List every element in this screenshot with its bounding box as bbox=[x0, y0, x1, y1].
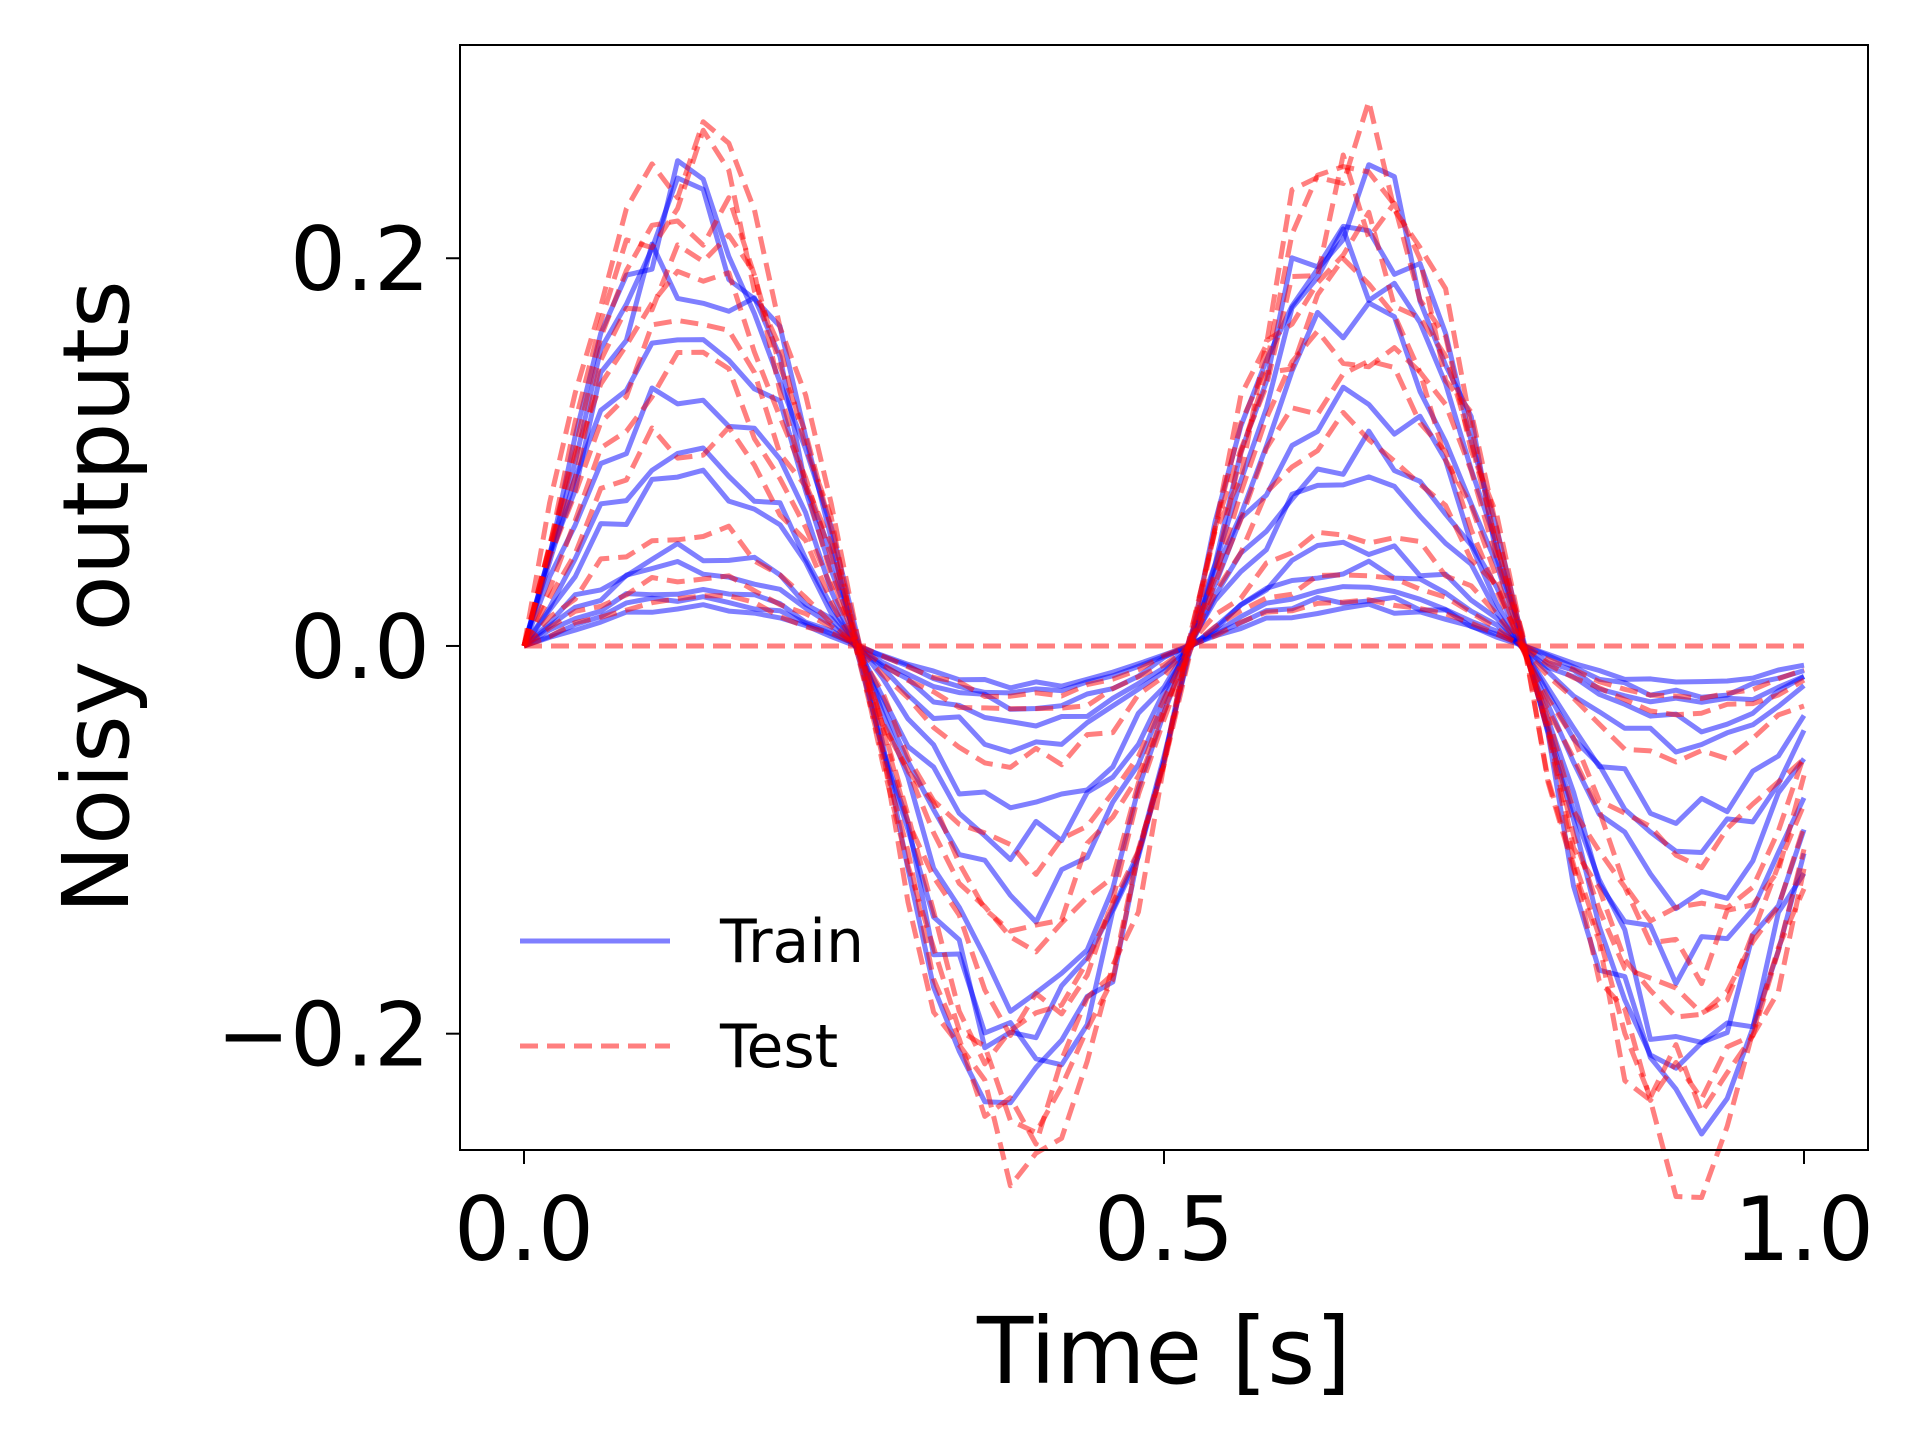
y-axis-label: Noisy outputs bbox=[43, 280, 150, 914]
y-tick-label: 0.0 bbox=[290, 596, 430, 699]
legend-test-label: Test bbox=[719, 1012, 838, 1082]
test-series-line bbox=[523, 593, 1805, 701]
x-axis: 0.0 0.5 1.0 bbox=[454, 1150, 1874, 1281]
x-axis-label: Time [s] bbox=[976, 1298, 1351, 1405]
train-series-line bbox=[521, 428, 1807, 863]
test-series-line bbox=[521, 98, 1807, 1200]
test-series-line bbox=[521, 127, 1807, 1147]
y-tick-label: −0.2 bbox=[216, 984, 430, 1087]
y-tick-label: 0.2 bbox=[290, 208, 430, 311]
y-axis: −0.2 0.0 0.2 bbox=[216, 208, 460, 1087]
x-tick-label: 1.0 bbox=[1734, 1178, 1874, 1281]
test-series-line bbox=[522, 572, 1806, 718]
x-tick-label: 0.0 bbox=[454, 1178, 594, 1281]
legend: Train Test bbox=[520, 907, 864, 1082]
x-tick-label: 0.5 bbox=[1094, 1178, 1234, 1281]
train-series-line bbox=[522, 539, 1806, 755]
series-layer bbox=[521, 98, 1807, 1200]
test-series-line bbox=[521, 349, 1807, 934]
test-series-line bbox=[521, 410, 1806, 877]
legend-train-label: Train bbox=[719, 907, 864, 977]
test-series-line bbox=[521, 256, 1807, 1038]
test-series-line bbox=[521, 209, 1807, 1067]
